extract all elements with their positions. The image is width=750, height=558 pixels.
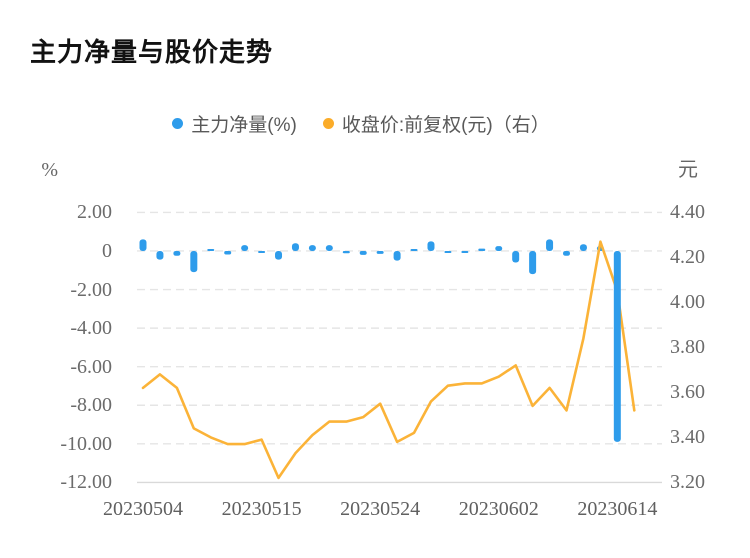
main-force-bar[interactable] <box>207 248 215 251</box>
main-force-bar[interactable] <box>579 244 587 251</box>
close-price-line[interactable] <box>141 240 636 480</box>
main-force-bar[interactable] <box>224 250 232 255</box>
main-force-bar[interactable] <box>342 250 350 254</box>
main-force-bar[interactable] <box>291 243 299 251</box>
y-right-tick-label: 3.80 <box>670 336 705 359</box>
y-left-tick-label: -12.00 <box>60 471 112 494</box>
legend-label-main-force: 主力净量(%) <box>191 115 297 136</box>
main-force-bar[interactable] <box>325 245 333 251</box>
main-force-bar[interactable] <box>308 245 316 251</box>
main-force-bar[interactable] <box>275 250 283 260</box>
y-right-tick-label: 3.20 <box>670 471 705 494</box>
y-left-tick-label: -10.00 <box>60 432 112 455</box>
legend-dot-yellow-icon <box>322 118 334 129</box>
legend-item-main-force[interactable]: 主力净量(%) <box>172 110 297 137</box>
main-force-bar[interactable] <box>376 250 384 254</box>
main-force-bar[interactable] <box>139 239 147 251</box>
main-force-bar[interactable] <box>359 250 367 255</box>
x-tick-label: 20230614 <box>577 498 658 520</box>
main-force-bar[interactable] <box>546 239 554 251</box>
legend-dot-blue-icon <box>172 118 184 129</box>
y-left-tick-label: -8.00 <box>70 394 112 417</box>
y-left-tick-label: 0 <box>102 239 112 262</box>
x-tick-label: 20230515 <box>221 498 302 520</box>
x-tick-label: 20230504 <box>103 498 183 520</box>
x-tick-label: 20230602 <box>458 498 539 520</box>
main-force-bar[interactable] <box>461 250 469 253</box>
main-force-bar[interactable] <box>410 248 418 251</box>
y-right-tick-label: 4.40 <box>670 201 705 224</box>
main-force-bar[interactable] <box>156 250 164 260</box>
main-force-bar[interactable] <box>393 250 401 261</box>
legend-label-close-price: 收盘价:前复权(元)（右） <box>341 115 550 136</box>
main-force-bar[interactable] <box>563 250 570 256</box>
main-force-bar[interactable] <box>190 250 198 273</box>
y-left-tick-label: -2.00 <box>70 278 112 301</box>
left-axis-unit: % <box>41 159 58 181</box>
y-right-tick-label: 4.20 <box>670 246 705 269</box>
main-force-bar[interactable] <box>241 245 249 251</box>
y-left-tick-label: -4.00 <box>70 317 112 340</box>
y-right-tick-label: 3.40 <box>670 426 705 449</box>
y-left-tick-label: -6.00 <box>70 355 112 378</box>
main-force-bar[interactable] <box>444 250 452 253</box>
legend: 主力净量(%) 收盘价:前复权(元)（右） <box>0 110 736 137</box>
main-force-bar[interactable] <box>495 246 503 251</box>
main-force-bar[interactable] <box>512 250 520 263</box>
chart-title: 主力净量与股价走势 <box>30 37 274 67</box>
y-right-tick-label: 4.00 <box>670 291 705 314</box>
y-right-tick-label: 3.60 <box>670 381 705 404</box>
main-force-bar[interactable] <box>529 250 537 275</box>
main-force-bar[interactable] <box>478 248 486 251</box>
main-force-bar[interactable] <box>613 250 621 442</box>
main-force-bar[interactable] <box>427 241 435 251</box>
right-axis-unit: 元 <box>678 159 698 181</box>
main-force-bar[interactable] <box>173 250 181 256</box>
legend-item-close-price[interactable]: 收盘价:前复权(元)（右） <box>322 110 550 137</box>
main-force-bar[interactable] <box>258 250 266 253</box>
y-left-tick-label: 2.00 <box>77 201 112 224</box>
x-tick-label: 20230524 <box>340 498 421 520</box>
